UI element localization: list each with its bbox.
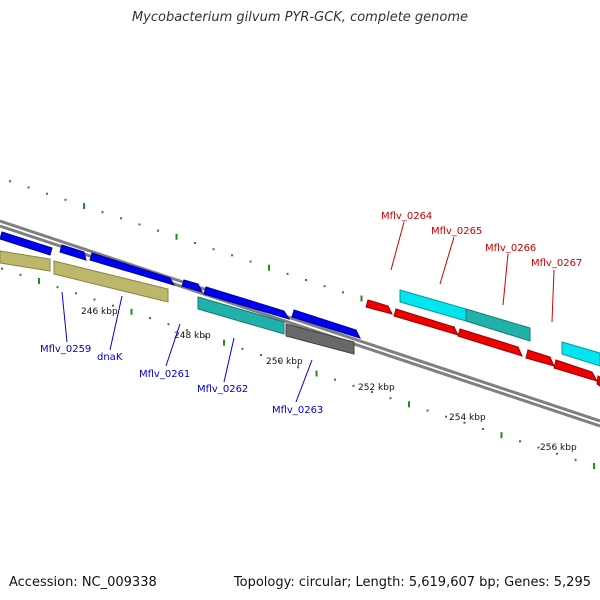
genome-summary-text: Topology: circular; Length: 5,619,607 bp… bbox=[233, 575, 591, 590]
gene-arrow[interactable] bbox=[59, 244, 87, 261]
gene-arrow[interactable] bbox=[457, 328, 523, 357]
gene-arrow[interactable] bbox=[291, 309, 361, 339]
gene-label-mflv-0262[interactable]: Mflv_0262 bbox=[197, 384, 248, 395]
blue-gene-labels: Mflv_0259 dnaK Mflv_0261 Mflv_0262 Mflv_… bbox=[40, 344, 323, 416]
gene-label-mflv-0266[interactable]: Mflv_0266 bbox=[485, 243, 536, 254]
gene-label-dnak[interactable]: dnaK bbox=[97, 352, 123, 363]
gene-label-mflv-0261[interactable]: Mflv_0261 bbox=[139, 369, 190, 380]
kbp-label: 252 kbp bbox=[358, 383, 395, 393]
gene-arrow[interactable] bbox=[525, 349, 555, 367]
kbp-label: 256 kbp bbox=[540, 443, 577, 453]
kbp-label: 246 kbp bbox=[81, 307, 118, 317]
gene-arrow[interactable] bbox=[203, 286, 291, 320]
gene-arrow[interactable] bbox=[365, 299, 393, 315]
kbp-labels: 246 kbp 248 kbp 250 kbp 252 kbp 254 kbp … bbox=[81, 307, 577, 453]
cds-features bbox=[0, 250, 600, 367]
gene-arrow[interactable] bbox=[89, 252, 176, 286]
red-gene-labels: Mflv_0264 Mflv_0265 Mflv_0266 Mflv_0267 bbox=[381, 211, 582, 269]
gene-label-mflv-0259[interactable]: Mflv_0259 bbox=[40, 344, 91, 355]
cds-bar[interactable] bbox=[465, 308, 531, 342]
gene-arrow[interactable] bbox=[596, 375, 600, 387]
gene-arrow[interactable] bbox=[0, 231, 53, 256]
accession-text: Accession: NC_009338 bbox=[9, 575, 157, 590]
map-title: Mycobacterium gilvum PYR-GCK, complete g… bbox=[131, 10, 469, 25]
gene-label-mflv-0264[interactable]: Mflv_0264 bbox=[381, 211, 432, 222]
cds-bar[interactable] bbox=[285, 323, 355, 355]
gene-arrow[interactable] bbox=[181, 279, 203, 293]
kbp-label: 254 kbp bbox=[449, 413, 486, 423]
kbp-label: 250 kbp bbox=[266, 357, 303, 367]
cds-bar[interactable] bbox=[197, 296, 285, 335]
gene-label-mflv-0263[interactable]: Mflv_0263 bbox=[272, 405, 323, 416]
red-label-leaders bbox=[390, 221, 555, 323]
cds-bar[interactable] bbox=[561, 341, 600, 367]
forward-strand-genes bbox=[0, 231, 600, 387]
cds-bar[interactable] bbox=[53, 260, 169, 303]
gene-label-mflv-0265[interactable]: Mflv_0265 bbox=[431, 226, 482, 237]
gene-label-mflv-0267[interactable]: Mflv_0267 bbox=[531, 258, 582, 269]
blue-label-leaders bbox=[61, 291, 313, 403]
kbp-label: 248 kbp bbox=[174, 331, 211, 341]
cds-bar[interactable] bbox=[0, 250, 51, 272]
